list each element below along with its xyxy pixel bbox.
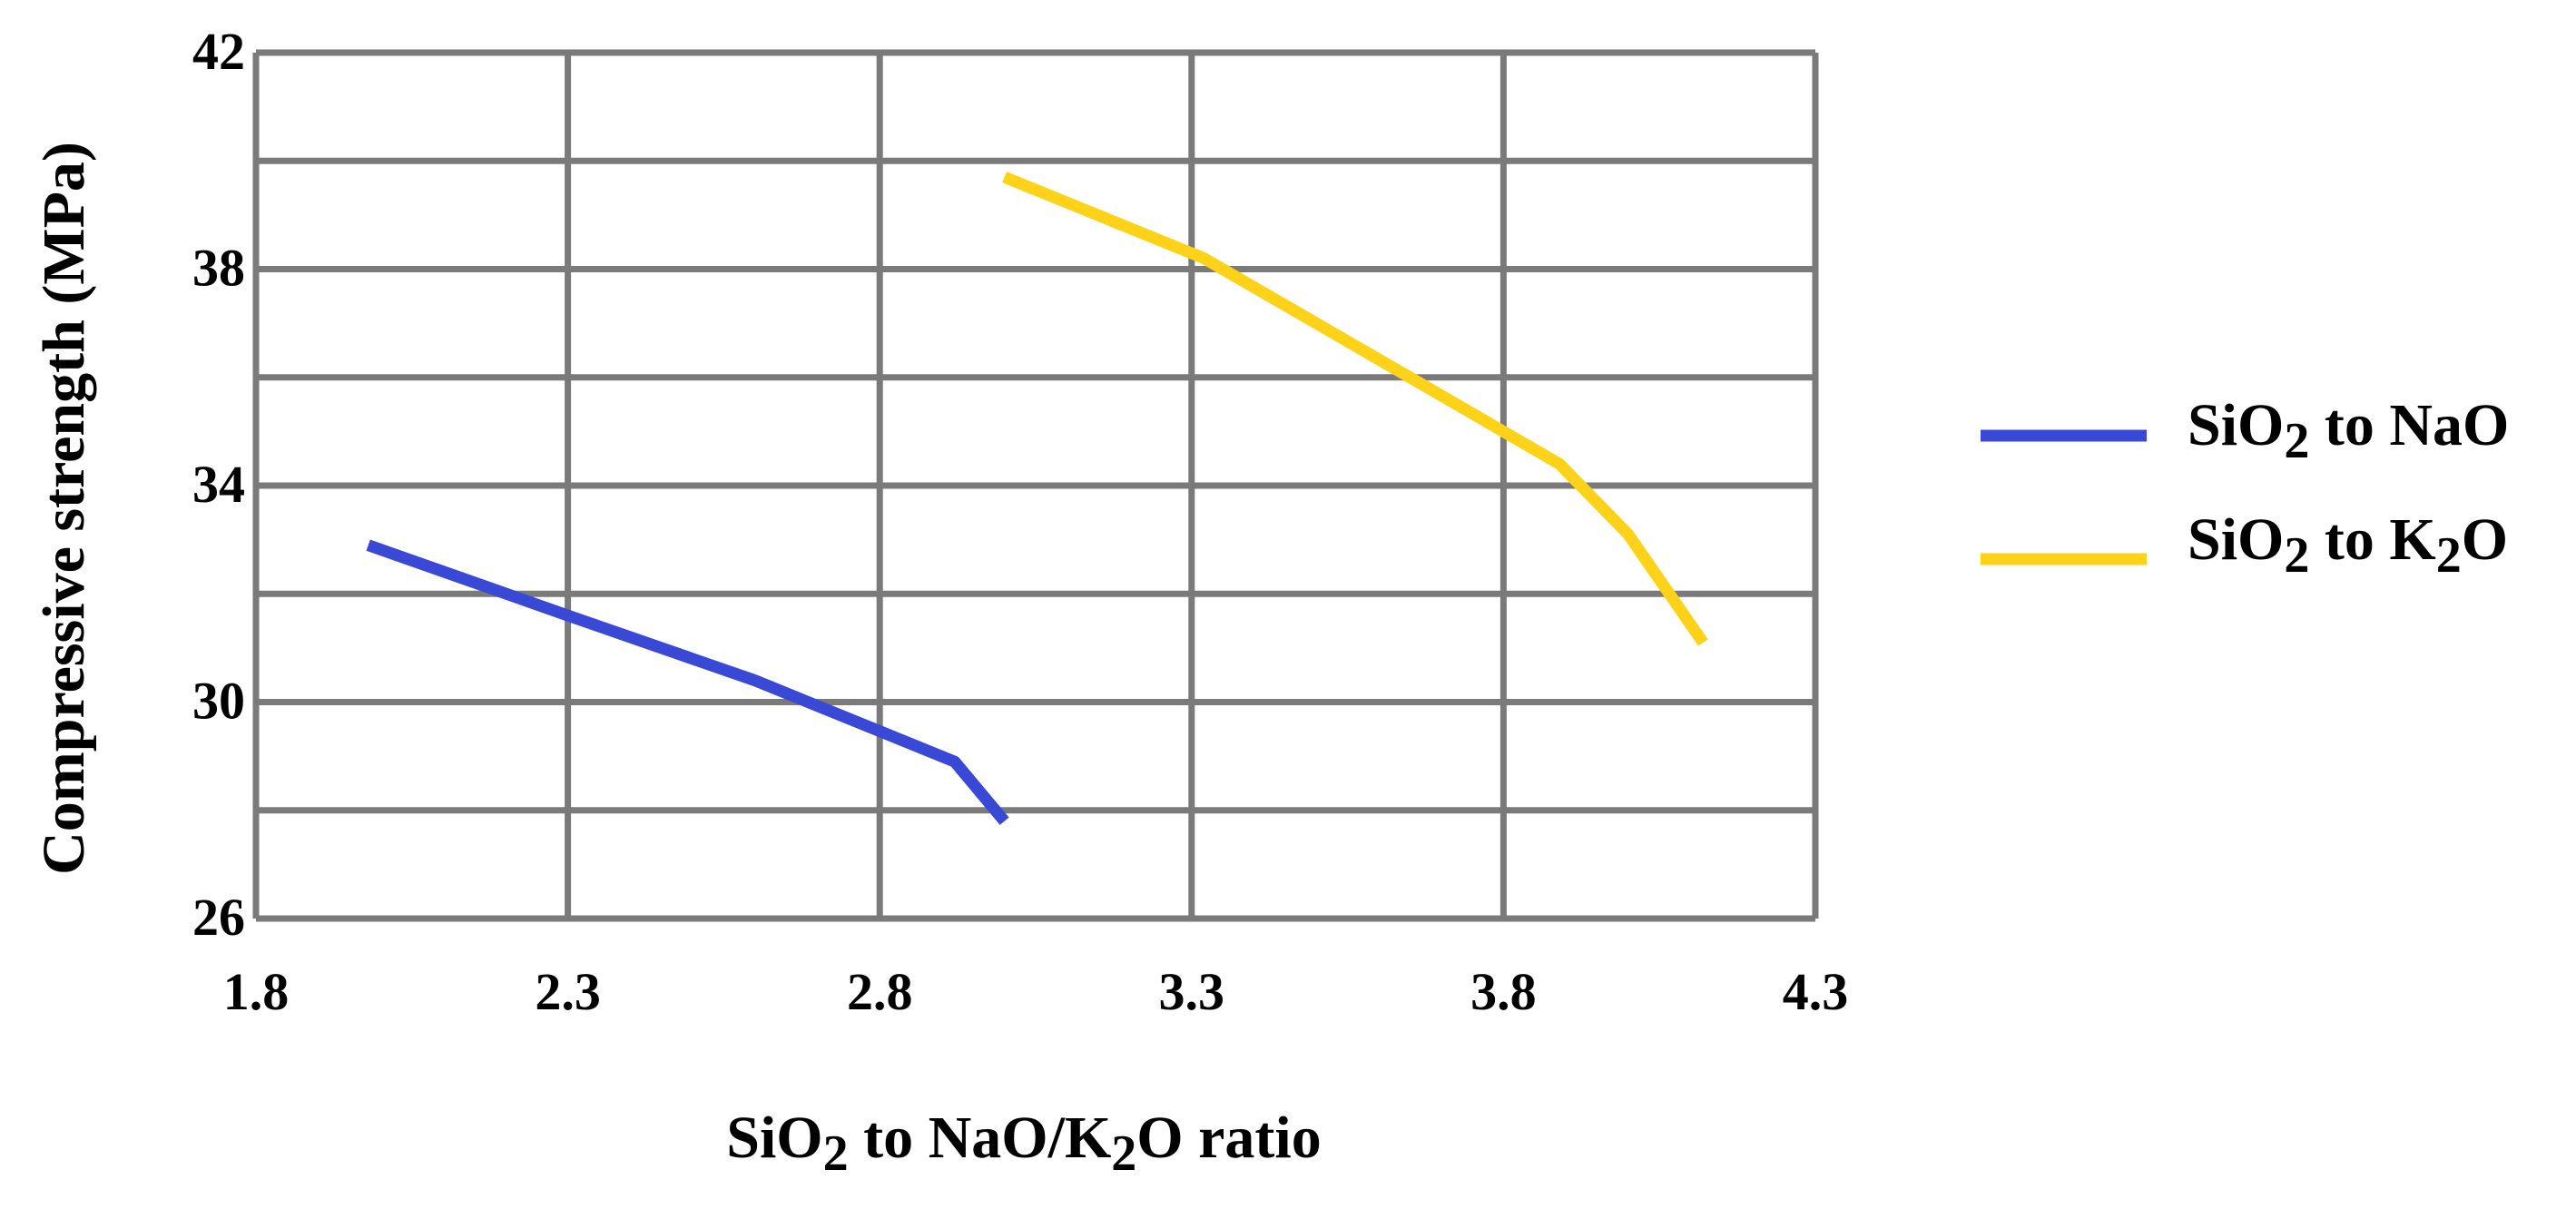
legend-label-k2o: SiO2 to K2O [2188,506,2508,584]
tick-labels: 1.8 2.3 2.8 3.3 3.8 4.3 26 30 34 38 42 [192,22,1848,1021]
x-tick-label: 4.3 [1783,962,1849,1021]
y-tick-label: 38 [192,239,245,298]
x-tick-label: 1.8 [223,962,290,1021]
x-tick-label: 2.8 [847,962,913,1021]
x-tick-label: 2.3 [535,962,601,1021]
series-layer [366,172,1708,825]
series-line-1 [1002,172,1708,646]
x-axis-title: SiO2 to NaO/K2O ratio [726,1105,1322,1182]
y-tick-label: 34 [192,455,245,514]
legend-label-nao: SiO2 to NaO [2188,392,2509,469]
y-tick-label: 30 [192,672,245,731]
grid [252,49,1819,922]
legend: SiO2 to NaO SiO2 to K2O [1981,392,2509,584]
x-tick-label: 3.8 [1470,962,1537,1021]
series-line-0 [366,539,1009,825]
y-tick-label: 42 [192,22,245,81]
x-tick-label: 3.3 [1159,962,1225,1021]
y-axis-title: Compressive strength (MPa) [31,142,97,875]
y-tick-label: 26 [192,888,245,947]
